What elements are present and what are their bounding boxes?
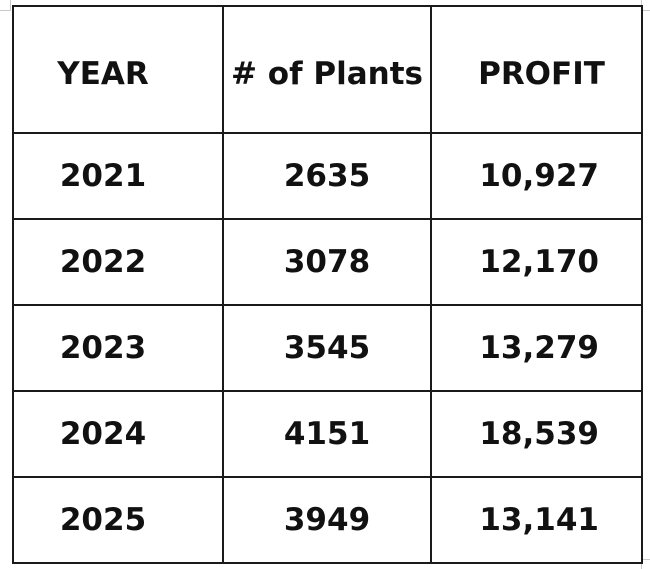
cell-year: 2023 <box>12 304 224 392</box>
cell-plants: 3078 <box>222 218 432 306</box>
cell-plants: 3949 <box>222 476 432 564</box>
cell-year: 2021 <box>12 132 224 220</box>
column-header-plants: # of Plants <box>222 5 432 134</box>
cell-plants: 2635 <box>222 132 432 220</box>
table-header: YEAR # of Plants PROFIT <box>12 5 643 134</box>
table-body: 2021 2635 10,927 2022 3078 12,170 2023 3… <box>12 132 643 564</box>
table-row: 2022 3078 12,170 <box>12 218 643 306</box>
cell-profit: 12,170 <box>430 218 643 306</box>
table-row: 2023 3545 13,279 <box>12 304 643 392</box>
cell-year: 2025 <box>12 476 224 564</box>
table-row: 2024 4151 18,539 <box>12 390 643 478</box>
cell-year: 2024 <box>12 390 224 478</box>
table-row: 2025 3949 13,141 <box>12 476 643 564</box>
cell-profit: 18,539 <box>430 390 643 478</box>
column-header-year: YEAR <box>12 5 224 134</box>
cell-profit: 13,141 <box>430 476 643 564</box>
data-table: YEAR # of Plants PROFIT 2021 2635 10,927… <box>12 5 643 564</box>
cell-profit: 13,279 <box>430 304 643 392</box>
cell-profit: 10,927 <box>430 132 643 220</box>
page-corner-mark-top-left <box>0 0 11 11</box>
table-row: 2021 2635 10,927 <box>12 132 643 220</box>
cell-plants: 4151 <box>222 390 432 478</box>
cell-plants: 3545 <box>222 304 432 392</box>
page-corner-mark-bottom-right <box>641 559 650 569</box>
column-header-profit: PROFIT <box>430 5 643 134</box>
cell-year: 2022 <box>12 218 224 306</box>
header-row: YEAR # of Plants PROFIT <box>12 5 643 134</box>
